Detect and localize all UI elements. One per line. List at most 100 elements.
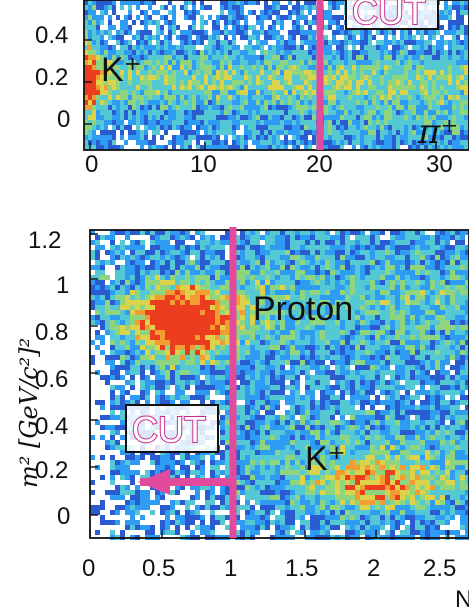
heatmap-cell [215, 360, 220, 365]
heatmap-cell [335, 265, 340, 270]
heatmap-cell [250, 370, 255, 375]
heatmap-cell [188, 110, 192, 115]
heatmap-cell [128, 120, 132, 125]
heatmap-cell [410, 290, 415, 295]
heatmap-cell [128, 50, 132, 55]
heatmap-cell [130, 315, 135, 320]
heatmap-cell [465, 320, 469, 325]
heatmap-cell [432, 45, 436, 50]
heatmap-cell [175, 385, 180, 390]
heatmap-cell [188, 40, 192, 45]
heatmap-cell [100, 265, 105, 270]
heatmap-cell [350, 315, 355, 320]
heatmap-cell [190, 380, 195, 385]
heatmap-cell [260, 145, 264, 150]
heatmap-cell [108, 15, 112, 20]
heatmap-cell [228, 110, 232, 115]
heatmap-cell [370, 335, 375, 340]
heatmap-cell [305, 290, 310, 295]
heatmap-cell [270, 250, 275, 255]
heatmap-cell [380, 70, 384, 75]
heatmap-cell [136, 110, 140, 115]
heatmap-cell [104, 135, 108, 140]
heatmap-cell [325, 310, 330, 315]
heatmap-cell [190, 355, 195, 360]
heatmap-cell [188, 115, 192, 120]
heatmap-cell [332, 55, 336, 60]
heatmap-cell [125, 305, 130, 310]
heatmap-cell [425, 320, 430, 325]
heatmap-cell [464, 40, 468, 45]
heatmap-cell [464, 50, 468, 55]
heatmap-cell [255, 245, 260, 250]
heatmap-cell [140, 0, 144, 5]
heatmap-cell [350, 310, 355, 315]
heatmap-cell [375, 275, 380, 280]
heatmap-cell [132, 100, 136, 105]
heatmap-cell [324, 15, 328, 20]
heatmap-cell [268, 35, 272, 40]
heatmap-cell [128, 60, 132, 65]
heatmap-cell [224, 75, 228, 80]
heatmap-cell [280, 25, 284, 30]
heatmap-cell [412, 130, 416, 135]
heatmap-cell [295, 330, 300, 335]
heatmap-cell [315, 260, 320, 265]
heatmap-cell [270, 390, 275, 395]
heatmap-cell [364, 135, 368, 140]
heatmap-cell [464, 140, 468, 145]
heatmap-cell [336, 45, 340, 50]
heatmap-cell [435, 280, 440, 285]
heatmap-cell [195, 360, 200, 365]
heatmap-cell [375, 335, 380, 340]
heatmap-cell [275, 360, 280, 365]
heatmap-cell [380, 290, 385, 295]
heatmap-cell [148, 90, 152, 95]
heatmap-cell [205, 280, 210, 285]
heatmap-cell [256, 140, 260, 145]
heatmap-cell [436, 145, 440, 150]
heatmap-cell [428, 115, 432, 120]
heatmap-cell [292, 145, 296, 150]
heatmap-cell [305, 285, 310, 290]
heatmap-cell [420, 65, 424, 70]
heatmap-cell [215, 320, 220, 325]
heatmap-cell [332, 5, 336, 10]
heatmap-cell [412, 70, 416, 75]
heatmap-cell [140, 300, 145, 305]
heatmap-cell [255, 310, 260, 315]
heatmap-cell [332, 125, 336, 130]
heatmap-cell [190, 365, 195, 370]
heatmap-cell [236, 55, 240, 60]
heatmap-cell [84, 20, 88, 25]
heatmap-cell [110, 285, 115, 290]
heatmap-cell [385, 250, 390, 255]
heatmap-cell [395, 375, 400, 380]
heatmap-cell [356, 130, 360, 135]
heatmap-cell [264, 110, 268, 115]
heatmap-cell [455, 305, 460, 310]
heatmap-cell [168, 0, 172, 5]
heatmap-cell [455, 285, 460, 290]
heatmap-cell [310, 230, 315, 235]
heatmap-cell [270, 300, 275, 305]
heatmap-cell [340, 75, 344, 80]
heatmap-cell [140, 35, 144, 40]
heatmap-cell [184, 55, 188, 60]
heatmap-cell [136, 125, 140, 130]
heatmap-cell [88, 100, 92, 105]
heatmap-cell [125, 390, 130, 395]
heatmap-cell [356, 50, 360, 55]
heatmap-cell [375, 290, 380, 295]
heatmap-cell [140, 95, 144, 100]
heatmap-cell [215, 285, 220, 290]
heatmap-cell [100, 125, 104, 130]
heatmap-cell [275, 285, 280, 290]
heatmap-cell [292, 95, 296, 100]
heatmap-cell [112, 65, 116, 70]
heatmap-cell [395, 305, 400, 310]
heatmap-cell [356, 120, 360, 125]
heatmap-cell [135, 340, 140, 345]
heatmap-cell [288, 140, 292, 145]
heatmap-cell [136, 40, 140, 45]
